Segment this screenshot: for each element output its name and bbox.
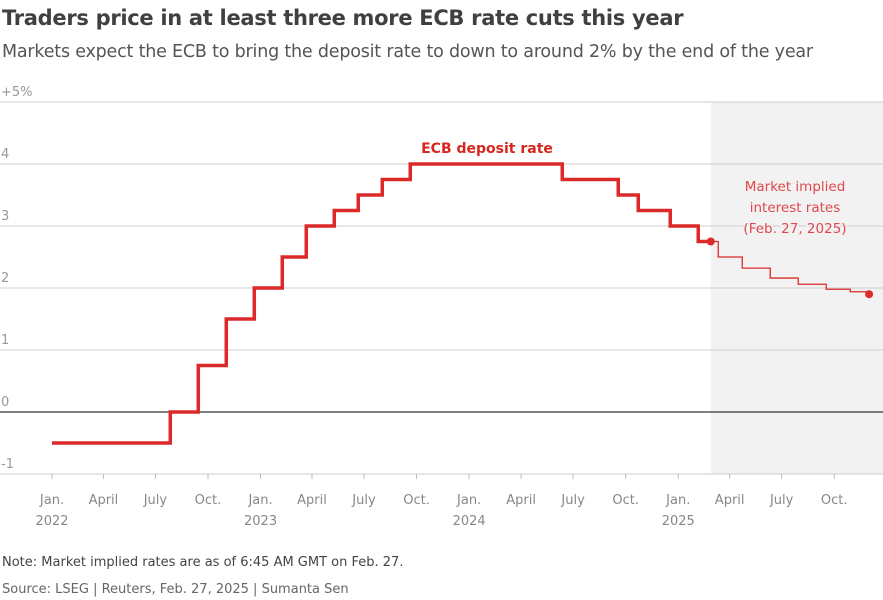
x-tick-label: Oct.: [612, 493, 639, 508]
x-tick-year: 2025: [662, 514, 695, 529]
y-tick-label: 1: [1, 333, 9, 348]
x-tick-label: July: [769, 493, 794, 508]
market-implied-end-point: [865, 290, 874, 299]
x-tick-label: Oct.: [821, 493, 848, 508]
chart: +5% 4 3 2 1 0 -1 Jan. 2022 April July Oct. Jan. 2023 A…: [0, 85, 883, 529]
x-tick-label: Oct.: [195, 493, 222, 508]
market-series-label: (Feb. 27, 2025): [743, 221, 846, 237]
x-tick-label: April: [89, 493, 119, 508]
x-tick-label: Jan.: [665, 493, 690, 508]
ecb-deposit-rate-line: [52, 162, 711, 445]
x-tick-label: Oct.: [403, 493, 430, 508]
x-tick-year: 2023: [244, 514, 277, 529]
chart-subtitle: Markets expect the ECB to bring the depo…: [2, 42, 813, 62]
x-tick-label: July: [560, 493, 585, 508]
y-tick-label: 3: [1, 209, 9, 224]
market-series-label: Market implied: [745, 179, 846, 195]
chart-note: Note: Market implied rates are as of 6:4…: [2, 555, 404, 570]
x-tick-label: July: [351, 493, 376, 508]
x-tick-label: April: [715, 493, 745, 508]
x-tick-label: Jan.: [456, 493, 481, 508]
x-tick-label: April: [506, 493, 536, 508]
x-tick-label: April: [297, 493, 327, 508]
ecb-series-label: ECB deposit rate: [421, 141, 553, 157]
x-tick-label: Jan.: [247, 493, 272, 508]
market-series-label: interest rates: [750, 200, 841, 216]
x-tick-label: Jan.: [39, 493, 64, 508]
chart-title: Traders price in at least three more ECB…: [2, 6, 684, 30]
x-tick-year: 2024: [453, 514, 486, 529]
market-implied-line: [710, 240, 870, 295]
y-tick-label: 2: [1, 271, 9, 286]
y-tick-label: -1: [1, 457, 14, 472]
y-tick-label: +5%: [1, 85, 33, 100]
x-tick-year: 2022: [35, 514, 68, 529]
chart-source: Source: LSEG | Reuters, Feb. 27, 2025 | …: [2, 582, 349, 597]
x-tick-label: July: [143, 493, 168, 508]
y-tick-label: 0: [1, 395, 9, 410]
y-tick-label: 4: [1, 147, 9, 162]
